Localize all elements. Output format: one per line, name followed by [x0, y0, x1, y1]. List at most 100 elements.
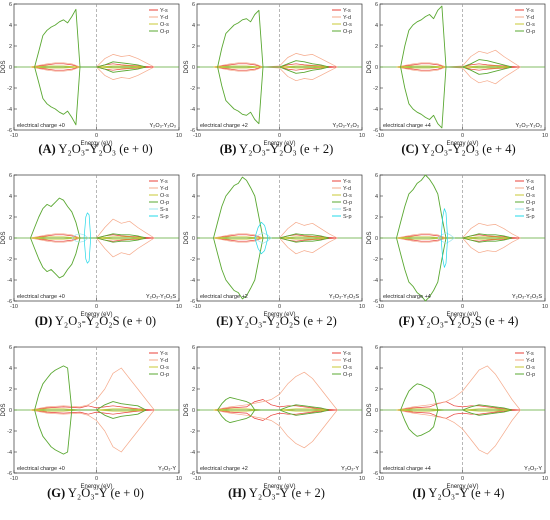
series-line-o-p-up — [400, 5, 513, 68]
y-tick-label: 2 — [192, 44, 195, 50]
x-tick-label: -10 — [193, 133, 201, 139]
series-line-y-s-down — [30, 409, 155, 415]
y-axis-label: DOS — [184, 60, 190, 73]
x-tick-label: -10 — [376, 476, 384, 482]
charge-annotation: electrical charge +0 — [17, 294, 65, 300]
series-line-y-d-down — [396, 237, 521, 254]
series-line-y-d-up — [396, 49, 521, 68]
series-line-y-d-up — [396, 365, 521, 411]
panel-caption-label: (A) — [38, 142, 56, 156]
charge-annotation: electrical charge +2 — [200, 123, 248, 129]
x-tick-label: 10 — [542, 304, 548, 310]
series-line-o-p-down — [30, 237, 147, 279]
panel-B: -6 -4 -2 0 2 4 6 -10 0 10 Energy (eV) DOS Y-sY-dO-sO… — [184, 2, 365, 147]
system-annotation: Y₂O₃-Y₂O₃ — [150, 123, 176, 129]
series-line-y-s-up — [213, 399, 338, 411]
legend-label: Y-s — [526, 8, 534, 14]
y-tick-label: 0 — [192, 65, 195, 71]
y-axis-label: DOS — [367, 403, 373, 416]
y-axis-label: DOS — [1, 231, 7, 244]
system-annotation: Y₂O₃-Y — [341, 466, 359, 472]
y-tick-label: 2 — [9, 44, 12, 50]
y-tick-label: -4 — [373, 278, 378, 284]
x-tick-label: 0 — [95, 304, 98, 310]
series-line-o-p-up — [217, 9, 330, 68]
x-axis-label: Energy (eV) — [446, 312, 478, 318]
y-tick-label: 6 — [192, 345, 195, 351]
x-tick-label: 0 — [95, 476, 98, 482]
panel-caption: (C) Y₂O₃-Y₂O₃ (e + 4) — [367, 142, 550, 157]
legend-label: O-s — [343, 193, 352, 199]
panel-C: -6 -4 -2 0 2 4 6 -10 0 10 Energy (eV) DOS Y-sY-dO-sO… — [367, 2, 548, 147]
series-line-o-p-down — [396, 237, 513, 302]
panel-caption-text: Y₂O₃-Y₂O₃ (e + 2) — [236, 142, 334, 156]
series-line-o-p-up — [400, 383, 513, 411]
x-tick-label: 10 — [542, 133, 548, 139]
panel-caption-text: Y₂O₃-Y₂O₃ (e + 4) — [418, 142, 516, 156]
system-annotation: Y₂O₃-Y₂O₃ — [333, 123, 359, 129]
x-axis-label: Energy (eV) — [446, 484, 478, 490]
y-tick-label: -6 — [190, 128, 195, 134]
series-line-o-p-up — [34, 8, 147, 68]
legend-label: O-p — [160, 200, 169, 206]
series-line-o-p-up — [217, 396, 330, 411]
series-line-y-d-up — [213, 221, 338, 239]
series-line-o-p-down — [400, 66, 513, 129]
series-line-o-p-up — [213, 176, 330, 239]
series-line-y-d-down — [30, 409, 155, 453]
x-tick-label: -10 — [376, 304, 384, 310]
x-tick-label: 0 — [278, 304, 281, 310]
y-tick-label: 4 — [375, 366, 378, 372]
system-annotation: Y₂O₃-Y — [158, 466, 176, 472]
x-tick-label: -10 — [10, 133, 18, 139]
legend-label: Y-d — [526, 15, 534, 21]
x-axis-label: Energy (eV) — [80, 141, 112, 147]
series-line-s-p-up — [254, 221, 269, 239]
legend-label: Y-s — [526, 351, 534, 357]
x-tick-label: 0 — [461, 133, 464, 139]
legend-label: S-s — [526, 207, 535, 213]
legend-label: Y-s — [343, 179, 351, 185]
legend-label: Y-s — [343, 8, 351, 14]
legend-label: O-s — [526, 193, 535, 199]
system-annotation: Y₂O₃-Y — [524, 466, 542, 472]
system-annotation: Y₂O₃-Y₂O₃ — [516, 123, 542, 129]
series-line-y-d-down — [396, 409, 521, 455]
y-tick-label: -2 — [373, 86, 378, 92]
legend-label: Y-d — [343, 358, 351, 364]
series-line-y-d-down — [30, 66, 155, 80]
y-tick-label: -4 — [190, 450, 195, 456]
panel-E: -6 -4 -2 0 2 4 6 -10 0 10 Energy (eV) DOS Y-sY-dO-sO… — [184, 173, 365, 318]
y-tick-label: 2 — [375, 44, 378, 50]
y-tick-label: 0 — [192, 236, 195, 242]
legend-label: O-p — [343, 372, 352, 378]
legend-label: Y-s — [160, 351, 168, 357]
y-tick-label: -4 — [7, 107, 12, 113]
x-axis-label: Energy (eV) — [80, 484, 112, 490]
legend-label: Y-s — [160, 8, 168, 14]
legend-label: Y-s — [526, 179, 534, 185]
x-axis-label: Energy (eV) — [263, 141, 295, 147]
series-line-s-p-up — [83, 212, 92, 239]
y-tick-label: 6 — [375, 2, 378, 8]
panel-G: -6 -4 -2 0 2 4 6 -10 0 10 Energy (eV) DOS Y-sY-dO-sO… — [1, 345, 182, 490]
panel-caption-label: (H) — [228, 486, 247, 500]
panel-caption-text: Y₂O₃-Y₂O₂S (e + 4) — [414, 314, 519, 328]
y-tick-label: -2 — [7, 257, 12, 263]
series-line-s-s-up — [71, 233, 89, 239]
y-tick-label: 6 — [375, 173, 378, 179]
legend-label: Y-d — [160, 358, 168, 364]
legend-label: Y-d — [526, 358, 534, 364]
legend-label: O-s — [343, 22, 352, 28]
legend-label: O-s — [160, 365, 169, 371]
series-line-o-p-down — [400, 409, 513, 437]
x-tick-label: 10 — [176, 304, 182, 310]
series-line-s-p-down — [254, 237, 269, 255]
panel-caption: (D) Y₂O₃-Y₂O₂S (e + 0) — [4, 314, 187, 329]
y-tick-label: -4 — [190, 107, 195, 113]
y-tick-label: -4 — [7, 278, 12, 284]
y-tick-label: 2 — [9, 215, 12, 221]
x-tick-label: 10 — [176, 476, 182, 482]
series-line-o-p-down — [217, 66, 330, 125]
legend-label: Y-s — [160, 179, 168, 185]
